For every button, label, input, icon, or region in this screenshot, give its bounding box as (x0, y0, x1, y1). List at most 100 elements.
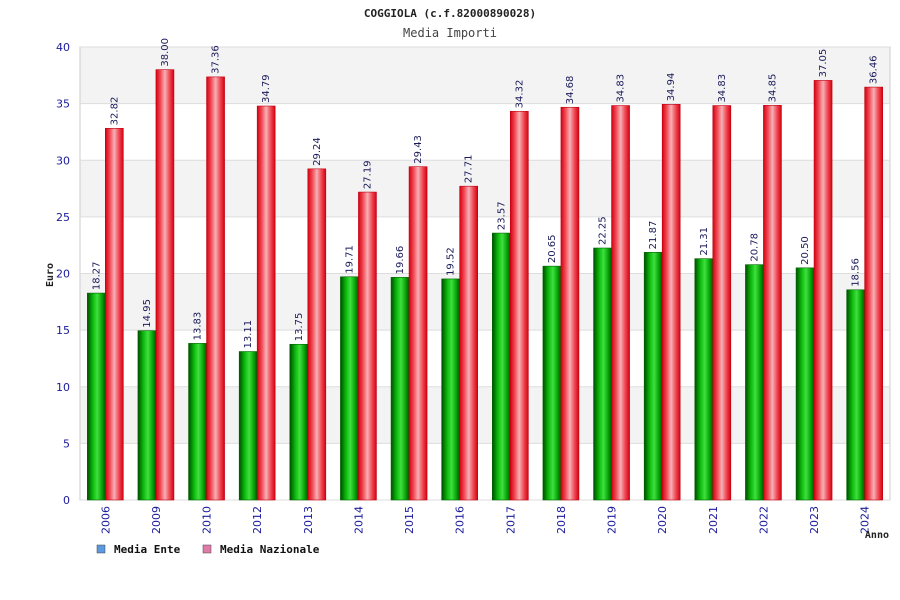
value-label-media-ente-2021: 21.31 (699, 227, 710, 256)
chart-subtitle: Media Importi (403, 26, 497, 40)
value-label-media-nazionale-2009: 38.00 (160, 38, 171, 67)
y-axis-ticks: 0 5 10 15 20 25 30 35 40 (56, 41, 70, 507)
bar-media-ente-2024 (846, 289, 865, 501)
bar-media-ente-2022 (745, 264, 764, 501)
bar-media-nazionale-2018 (560, 106, 580, 501)
value-label-media-nazionale-2006: 32.82 (109, 97, 120, 126)
y-tick-label: 10 (56, 381, 70, 394)
value-label-media-ente-2017: 23.57 (496, 201, 507, 230)
y-tick-label: 20 (56, 268, 70, 281)
value-label-media-nazionale-2012: 34.79 (261, 74, 272, 103)
value-label-media-ente-2023: 20.50 (800, 236, 811, 265)
value-label-media-nazionale-2020: 34.94 (666, 73, 677, 102)
y-axis-label: Euro (45, 263, 56, 287)
y-tick-label: 25 (56, 211, 70, 224)
x-axis-ticks: 2006 2009 2010 2012 2013 2014 2015 2016 2017 2018… (99, 506, 871, 534)
bar-media-nazionale-2009 (155, 69, 175, 501)
bar-media-ente-2012 (238, 351, 258, 501)
bar-media-ente-2021 (694, 258, 714, 501)
value-label-media-nazionale-2024: 36.46 (869, 55, 880, 84)
value-label-media-ente-2006: 18.27 (91, 261, 102, 290)
value-label-media-nazionale-2010: 37.36 (211, 45, 222, 74)
x-tick-label: 2021 (707, 506, 720, 534)
y-tick-label: 5 (63, 437, 70, 450)
bar-media-nazionale-2017 (510, 111, 529, 501)
x-tick-label: 2015 (403, 506, 416, 534)
bar-media-nazionale-2022 (763, 105, 782, 501)
bar-media-ente-2013 (289, 343, 309, 501)
x-tick-label: 2020 (656, 506, 669, 534)
value-label-media-nazionale-2022: 34.85 (767, 74, 778, 103)
bar-media-ente-2014 (340, 276, 359, 501)
y-tick-label: 0 (63, 494, 70, 507)
x-tick-label: 2018 (555, 506, 568, 534)
value-label-media-nazionale-2013: 29.24 (312, 137, 323, 166)
y-tick-label: 30 (56, 154, 70, 167)
value-label-media-nazionale-2017: 34.32 (514, 80, 525, 109)
x-axis-label: Anno (865, 530, 889, 541)
x-tick-label: 2010 (201, 506, 214, 534)
bar-media-nazionale-2024 (864, 86, 883, 501)
bar-media-nazionale-2019 (611, 105, 630, 501)
legend-label-media-nazionale: Media Nazionale (220, 543, 320, 556)
value-label-media-ente-2024: 18.56 (851, 258, 862, 287)
value-label-media-nazionale-2015: 29.43 (413, 135, 424, 164)
bar-media-ente-2023 (795, 267, 815, 501)
x-tick-label: 2024 (859, 506, 872, 534)
bars (87, 69, 883, 501)
legend-label-media-ente: Media Ente (114, 543, 181, 556)
bar-media-nazionale-2021 (712, 105, 732, 501)
value-label-media-nazionale-2014: 27.19 (362, 160, 373, 189)
value-label-media-ente-2010: 13.83 (193, 312, 204, 341)
value-label-media-nazionale-2016: 27.71 (464, 155, 475, 184)
y-tick-label: 40 (56, 41, 70, 54)
x-tick-label: 2014 (352, 506, 365, 534)
bar-media-ente-2016 (441, 278, 460, 501)
x-tick-label: 2022 (757, 506, 770, 534)
x-tick-label: 2017 (504, 506, 517, 534)
bar-media-ente-2020 (643, 252, 663, 501)
x-tick-label: 2019 (606, 506, 619, 534)
bar-media-nazionale-2023 (813, 80, 833, 501)
value-label-media-ente-2016: 19.52 (446, 247, 457, 276)
bar-media-nazionale-2016 (459, 185, 478, 501)
bar-media-ente-2015 (390, 277, 410, 501)
value-label-media-ente-2018: 20.65 (547, 234, 558, 263)
value-label-media-nazionale-2023: 37.05 (818, 49, 829, 78)
bar-media-nazionale-2006 (105, 128, 124, 501)
value-label-media-ente-2020: 21.87 (648, 221, 659, 250)
bar-media-nazionale-2012 (256, 105, 276, 501)
legend: Media Ente Media Nazionale (96, 543, 320, 556)
value-label-media-ente-2022: 20.78 (749, 233, 760, 262)
chart-title: COGGIOLA (c.f.82000890028) (364, 7, 536, 20)
value-label-media-nazionale-2018: 34.68 (565, 76, 576, 105)
value-label-media-nazionale-2019: 34.83 (616, 74, 627, 103)
bar-media-nazionale-2020 (661, 104, 681, 501)
value-label-media-ente-2009: 14.95 (142, 299, 153, 328)
bar-media-nazionale-2010 (206, 76, 225, 501)
x-tick-label: 2012 (251, 506, 264, 534)
value-label-media-ente-2015: 19.66 (395, 246, 406, 275)
y-tick-label: 15 (56, 324, 70, 337)
bar-media-ente-2009 (137, 330, 157, 501)
x-tick-label: 2016 (454, 506, 467, 534)
x-tick-label: 2023 (808, 506, 821, 534)
legend-swatch-media-nazionale (202, 544, 212, 554)
bar-media-ente-2017 (492, 232, 511, 501)
y-tick-label: 35 (56, 98, 70, 111)
x-tick-label: 2006 (99, 506, 112, 534)
value-label-media-ente-2019: 22.25 (598, 216, 609, 245)
value-label-media-ente-2014: 19.71 (344, 245, 355, 274)
bar-media-ente-2006 (87, 292, 106, 501)
value-label-media-ente-2013: 13.75 (294, 313, 305, 342)
bar-media-ente-2019 (593, 247, 612, 501)
x-tick-label: 2009 (150, 506, 163, 534)
value-label-media-ente-2012: 13.11 (243, 320, 254, 349)
bar-media-ente-2010 (188, 343, 207, 501)
value-labels: 18.27 32.82 14.95 38.00 13.83 37.36 13.11 34.79… (91, 38, 879, 349)
bar-media-nazionale-2013 (307, 168, 327, 501)
bar-media-ente-2018 (542, 265, 562, 501)
value-label-media-nazionale-2021: 34.83 (717, 74, 728, 103)
bar-media-nazionale-2015 (408, 166, 428, 501)
